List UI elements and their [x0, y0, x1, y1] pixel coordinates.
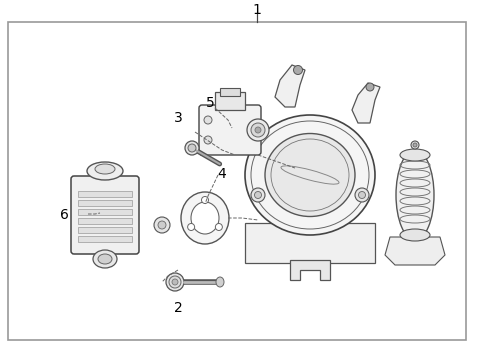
Text: 3: 3: [174, 111, 182, 125]
Ellipse shape: [204, 136, 212, 144]
Ellipse shape: [293, 66, 302, 75]
Ellipse shape: [251, 123, 265, 137]
Ellipse shape: [185, 141, 199, 155]
Bar: [8, 22, 466, 340]
Text: 5: 5: [205, 96, 215, 110]
Ellipse shape: [188, 224, 195, 230]
Ellipse shape: [93, 250, 117, 268]
Bar: [220, 88, 240, 96]
Ellipse shape: [204, 116, 212, 124]
Ellipse shape: [245, 115, 375, 235]
Ellipse shape: [366, 83, 374, 91]
Bar: [78, 209, 132, 215]
Ellipse shape: [188, 144, 196, 152]
Polygon shape: [290, 260, 330, 280]
Ellipse shape: [255, 127, 261, 133]
Polygon shape: [385, 237, 445, 265]
Bar: [78, 227, 132, 233]
Ellipse shape: [396, 150, 434, 240]
Ellipse shape: [98, 254, 112, 264]
Bar: [245, 223, 375, 263]
Ellipse shape: [169, 276, 181, 288]
Bar: [78, 236, 132, 242]
Ellipse shape: [202, 197, 208, 203]
Ellipse shape: [411, 141, 419, 149]
Text: 6: 6: [60, 208, 69, 222]
Text: 2: 2: [174, 301, 182, 315]
Polygon shape: [352, 83, 380, 123]
Ellipse shape: [181, 192, 229, 244]
Bar: [78, 218, 132, 224]
Ellipse shape: [154, 217, 170, 233]
Ellipse shape: [400, 149, 430, 161]
FancyBboxPatch shape: [71, 176, 139, 254]
Ellipse shape: [254, 192, 262, 198]
Ellipse shape: [158, 221, 166, 229]
Ellipse shape: [413, 143, 417, 147]
Ellipse shape: [95, 164, 115, 174]
Ellipse shape: [87, 162, 123, 180]
Polygon shape: [275, 65, 305, 107]
Bar: [78, 191, 132, 197]
Ellipse shape: [400, 229, 430, 241]
Text: 1: 1: [252, 3, 262, 17]
Text: 4: 4: [217, 167, 227, 181]
Ellipse shape: [359, 192, 365, 198]
Polygon shape: [250, 227, 370, 260]
Ellipse shape: [265, 134, 355, 216]
Ellipse shape: [216, 224, 222, 230]
Ellipse shape: [251, 188, 265, 202]
Ellipse shape: [172, 279, 178, 285]
Ellipse shape: [216, 277, 224, 287]
Bar: [78, 200, 132, 206]
Ellipse shape: [191, 202, 219, 234]
Ellipse shape: [166, 273, 184, 291]
Ellipse shape: [247, 119, 269, 141]
Bar: [215, 92, 245, 110]
Ellipse shape: [355, 188, 369, 202]
FancyBboxPatch shape: [199, 105, 261, 155]
